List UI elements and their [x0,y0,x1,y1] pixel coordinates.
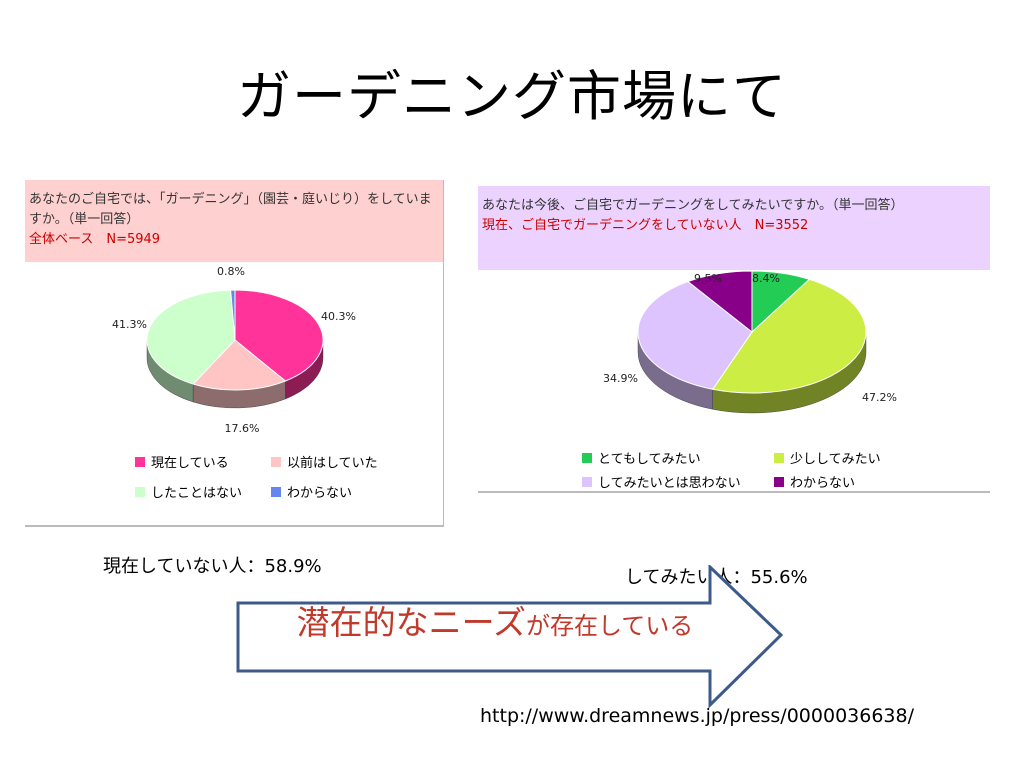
pie-slice [234,289,324,382]
pie-value-label: 9.5% [694,272,722,285]
legend-swatch [135,486,145,497]
pie-slice [637,280,753,390]
arrow-message-emphasis: 潜在的なニーズ [296,603,527,642]
legend-label: してみたいとは思わない [598,476,741,491]
legend-swatch [774,452,784,463]
legend-label: とてもしてみたい [598,452,701,467]
pie-value-label: 41.3% [112,318,147,331]
pie-value-label: 47.2% [862,391,897,404]
legend-swatch [774,476,784,487]
legend-swatch [271,486,281,497]
legend-item-1: とてもしてみたい [582,448,701,467]
pie-chart-2: 8.4% 47.2% 34.9% 9.5% [603,270,897,414]
chart-question: あなたのご自宅では、「ガーデニング」（園芸・庭いじり）をしていますか。（単一回答… [29,192,432,227]
legend-label: わからない [287,486,353,501]
chart-base: 全体ベース N=5949 [29,232,161,247]
chart-question: あなたは今後、ご自宅でガーデニングをしてみたいですか。（単一回答） [482,198,904,213]
caption-not-gardening: 現在していない人：58.9% [103,556,322,577]
legend-label: 現在している [151,456,229,471]
legend-item-3: してみたいとは思わない [582,472,741,491]
arrow-message-rest: が存在している [526,612,694,640]
right-arrow-shape [236,565,784,709]
pie-slice [146,289,236,385]
legend-swatch [582,476,592,487]
source-url: http://www.dreamnews.jp/press/0000036638… [480,705,914,727]
arrow-message: 潜在的なニーズが存在している [250,606,740,643]
pie-value-label: 8.4% [752,272,780,285]
legend-swatch [271,456,281,467]
legend-item-1: 現在している [135,452,229,471]
pie-slice [230,289,236,341]
legend-label: わからない [790,476,856,491]
slide-title: ガーデニング市場にて [237,65,787,128]
chart-panel-want-gardening: あなたは今後、ご自宅でガーデニングをしてみたいですか。（単一回答） 現在、ご自宅… [478,186,990,493]
legend-label: したことはない [151,486,243,501]
pie-value-label: 17.6% [225,422,260,435]
chart-panel-current-gardening: あなたのご自宅では、「ガーデニング」（園芸・庭いじり）をしていますか。（単一回答… [25,180,444,527]
legend-swatch [582,452,592,463]
pie-value-label: 0.8% [217,265,245,278]
chart-base: 現在、ご自宅でガーデニングをしていない人 N=3552 [482,218,809,233]
pie-slice [711,278,867,394]
legend-item-2: 以前はしていた [271,452,378,471]
pie-chart-1: 40.3% 17.6% 41.3% 0.8% [112,265,356,435]
legend-item-2: 少ししてみたい [774,448,881,467]
chart-header: あなたは今後、ご自宅でガーデニングをしてみたいですか。（単一回答） 現在、ご自宅… [478,186,990,270]
legend-label: 少ししてみたい [790,452,881,467]
legend-item-3: したことはない [135,482,242,501]
legend-item-4: わからない [774,472,855,491]
pie-slice [192,339,287,391]
chart-header: あなたのご自宅では、「ガーデニング」（園芸・庭いじり）をしていますか。（単一回答… [25,180,443,262]
legend-swatch [135,456,145,467]
legend-label: 以前はしていた [287,456,378,471]
pie-slice [686,270,753,334]
legend-item-4: わからない [271,482,352,501]
pie-value-label: 34.9% [603,372,638,385]
pie-value-label: 40.3% [321,310,356,323]
